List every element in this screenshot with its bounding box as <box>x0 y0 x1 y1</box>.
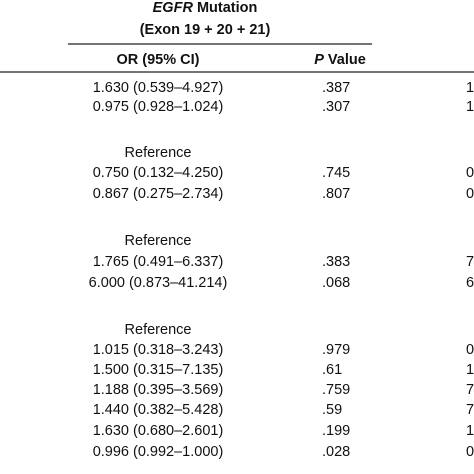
cell-p: .307 <box>322 99 350 115</box>
cell-or: 0.996 (0.992–1.000) <box>93 444 224 460</box>
cell-cropped: 0 <box>466 165 474 181</box>
col-p: P Value <box>314 52 366 68</box>
cell-or: 0.867 (0.275–2.734) <box>93 186 224 202</box>
cell-or: Reference <box>125 233 192 249</box>
cell-or: 1.188 (0.395–3.569) <box>93 382 224 398</box>
cell-or: Reference <box>125 145 192 161</box>
cell-p: .979 <box>322 342 350 358</box>
cell-or: 1.500 (0.315–7.135) <box>93 362 224 378</box>
cell-cropped: 7 <box>466 402 474 418</box>
cell-cropped: 0 <box>466 444 474 460</box>
cell-cropped: 1 <box>466 99 474 115</box>
cell-p: .807 <box>322 186 350 202</box>
cell-cropped: 1 <box>466 362 474 378</box>
col-or: OR (95% CI) <box>117 52 200 68</box>
cell-p: .61 <box>322 362 342 378</box>
cell-or: Reference <box>125 322 192 338</box>
cell-cropped: 1 <box>466 423 474 439</box>
cell-or: 1.765 (0.491–6.337) <box>93 254 224 270</box>
cell-cropped: 0 <box>466 186 474 202</box>
cell-p: .745 <box>322 165 350 181</box>
cell-cropped: 7 <box>466 254 474 270</box>
header-subtitle: (Exon 19 + 20 + 21) <box>140 22 271 38</box>
cell-p: .387 <box>322 80 350 96</box>
cell-or: 1.015 (0.318–3.243) <box>93 342 224 358</box>
cell-p: .068 <box>322 275 350 291</box>
title-italic: EGFR <box>153 0 194 16</box>
header-title: EGFR Mutation <box>153 0 258 16</box>
cell-or: 1.440 (0.382–5.428) <box>93 402 224 418</box>
cell-cropped: 1 <box>466 80 474 96</box>
cell-or: 0.975 (0.928–1.024) <box>93 99 224 115</box>
cell-or: 1.630 (0.539–4.927) <box>93 80 224 96</box>
cell-p: .028 <box>322 444 350 460</box>
cell-p: .383 <box>322 254 350 270</box>
cell-or: 0.750 (0.132–4.250) <box>93 165 224 181</box>
p-rest: Value <box>328 52 366 68</box>
cell-cropped: 6 <box>466 275 474 291</box>
title-rest: Mutation <box>197 0 257 16</box>
cell-cropped: 7 <box>466 382 474 398</box>
cell-or: 1.630 (0.680–2.601) <box>93 423 224 439</box>
cell-p: .59 <box>322 402 342 418</box>
rows: 1.630 (0.539–4.927) .387 1 0.975 (0.928–1.0… <box>89 80 474 460</box>
cell-or: 6.000 (0.873–41.214) <box>89 275 228 291</box>
p-italic: P <box>314 52 324 68</box>
cell-p: .759 <box>322 382 350 398</box>
cell-p: .199 <box>322 423 350 439</box>
cell-cropped: 0 <box>466 342 474 358</box>
